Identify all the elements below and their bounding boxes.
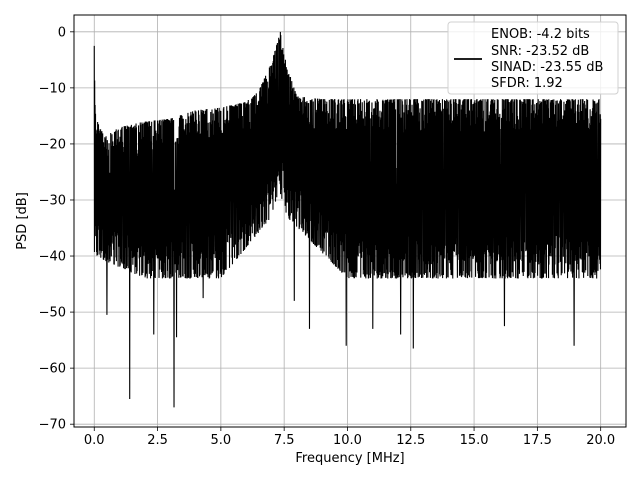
y-tick-label: 0 xyxy=(58,25,66,40)
plot-layer xyxy=(93,31,602,408)
legend-entry-enob: ENOB: -4.2 bits xyxy=(491,27,590,42)
y-tick-label: −60 xyxy=(39,362,66,377)
y-tick-label: −20 xyxy=(39,137,66,152)
x-tick-label: 0.0 xyxy=(84,433,105,448)
y-tick-label: −70 xyxy=(39,418,66,433)
x-tick-label: 15.0 xyxy=(460,433,489,448)
x-ticks: 0.0 2.5 5.0 7.5 10.0 12.5 15.0 17.5 20.0 xyxy=(84,427,615,448)
psd-series-line xyxy=(93,31,602,408)
x-tick-label: 7.5 xyxy=(274,433,295,448)
x-tick-label: 10.0 xyxy=(333,433,362,448)
y-tick-label: −10 xyxy=(39,81,66,96)
legend-entry-snr: SNR: -23.52 dB xyxy=(491,44,589,59)
x-tick-label: 12.5 xyxy=(396,433,425,448)
legend-box xyxy=(447,21,619,95)
y-axis-label: PSD [dB] xyxy=(15,192,30,250)
y-ticks: 0 −10 −20 −30 −40 −50 −60 −70 xyxy=(39,25,74,433)
x-tick-label: 20.0 xyxy=(586,433,615,448)
legend: ENOB: -4.2 bits SNR: -23.52 dB SINAD: -2… xyxy=(447,21,619,95)
x-axis-label: Frequency [MHz] xyxy=(295,451,404,466)
y-tick-label: −40 xyxy=(39,250,66,265)
y-tick-label: −50 xyxy=(39,306,66,321)
legend-entry-sinad: SINAD: -23.55 dB xyxy=(491,60,603,75)
legend-entry-sfdr: SFDR: 1.92 xyxy=(491,76,563,91)
x-tick-label: 5.0 xyxy=(211,433,232,448)
y-tick-label: −30 xyxy=(39,193,66,208)
x-tick-label: 2.5 xyxy=(147,433,168,448)
x-tick-label: 17.5 xyxy=(523,433,552,448)
axes-frame xyxy=(73,14,627,428)
